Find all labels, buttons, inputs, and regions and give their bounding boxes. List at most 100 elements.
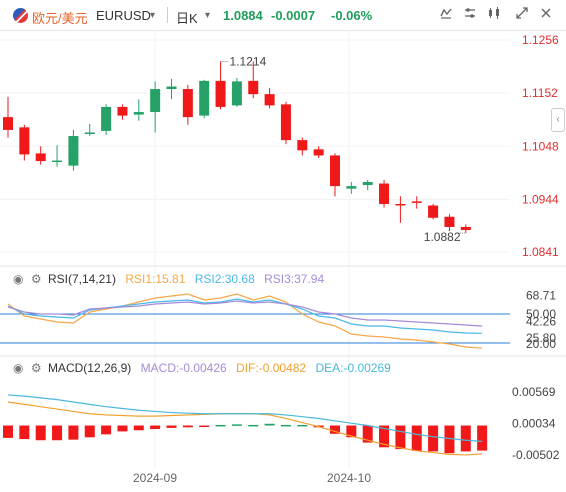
macd-histogram-bar <box>68 425 79 440</box>
macd-value: MACD:-0.00426 <box>140 361 227 375</box>
period-selector[interactable]: 日K <box>176 11 198 26</box>
up-candle <box>52 160 63 163</box>
macd-histogram-bar <box>133 425 144 431</box>
down-candle <box>395 203 406 206</box>
dea-line <box>7 394 483 442</box>
macd-histogram-bar <box>411 425 422 451</box>
down-candle <box>411 201 422 203</box>
macd-histogram-bar <box>3 425 13 438</box>
macd-histogram-bar <box>35 425 46 441</box>
up-candle <box>101 106 112 131</box>
macd-histogram-bar <box>362 425 373 443</box>
x-axis-tick-label: 2024-10 <box>327 471 371 485</box>
up-candle <box>68 136 79 166</box>
pair-name-cn[interactable]: 欧元/美元 <box>32 11 88 26</box>
macd-histogram-bar <box>477 425 488 451</box>
up-candle <box>362 182 373 186</box>
settings-gear-icon[interactable]: ⚙ <box>30 272 42 286</box>
macd-histogram-bar <box>231 424 242 426</box>
macd-histogram-bar <box>346 425 357 438</box>
price-tick-label: 1.1048 <box>522 139 559 153</box>
dea-value: DEA:-0.00269 <box>315 361 391 375</box>
up-candle <box>150 89 161 113</box>
x-axis-tick-label: 2024-09 <box>133 471 177 485</box>
macd-legend: ◉ ⚙ MACD(12,26,9) MACD:-0.00426 DIF:-0.0… <box>13 361 391 375</box>
macd-histogram-bar <box>264 423 275 426</box>
rsi-tick-label: 50.00 <box>526 307 556 321</box>
period-chevron-down-icon[interactable]: ▾ <box>205 10 211 21</box>
down-candle <box>264 94 275 106</box>
down-candle <box>215 80 226 107</box>
collapse-panel-icon[interactable]: ‹ <box>551 108 565 132</box>
price-change-pct: -0.06% <box>331 8 373 23</box>
low-price-label: 1.0882 <box>424 230 461 244</box>
macd-histogram-bar <box>460 425 471 452</box>
up-candle <box>231 81 242 106</box>
macd-histogram-bar <box>248 424 259 427</box>
high-price-label: 1.1214 <box>230 54 267 68</box>
macd-histogram-bar <box>428 425 439 452</box>
down-candle <box>330 155 340 187</box>
macd-histogram-bar <box>199 425 210 428</box>
indicator-settings-icon[interactable] <box>460 6 480 24</box>
macd-histogram-bar <box>117 425 128 432</box>
down-candle <box>428 205 439 218</box>
macd-histogram-bar <box>84 425 95 438</box>
rsi-legend: ◉ ⚙ RSI(7,14,21) RSI1:15.81 RSI2:30.68 R… <box>13 272 324 286</box>
macd-histogram-bar <box>330 425 340 434</box>
macd-histogram-bar <box>52 425 63 441</box>
draw-line-icon[interactable] <box>436 6 456 24</box>
price-tick-label: 1.1152 <box>522 86 558 100</box>
rsi-line-rsi2 <box>7 298 483 334</box>
macd-histogram-bar <box>19 425 30 440</box>
down-candle <box>35 153 46 162</box>
rsi1-value: RSI1:15.81 <box>125 272 186 286</box>
settings-gear-icon[interactable]: ⚙ <box>30 361 42 375</box>
macd-histogram-bar <box>444 425 455 454</box>
up-candle <box>346 186 357 189</box>
price-tick-label: 1.1256 <box>522 33 559 47</box>
last-price: 1.0884 <box>223 8 263 23</box>
rsi2-value: RSI2:30.68 <box>194 272 255 286</box>
hide-eye-icon[interactable]: ◉ <box>13 272 24 286</box>
chart-type-icon[interactable] <box>484 6 504 24</box>
macd-histogram-bar <box>280 424 291 427</box>
rsi-tick-label: 68.71 <box>526 288 556 302</box>
down-candle <box>460 226 471 231</box>
macd-tick-label: -0.00502 <box>512 448 560 462</box>
macd-histogram-bar <box>297 424 308 427</box>
up-candle <box>199 80 210 116</box>
macd-histogram-bar <box>395 425 406 450</box>
chart-canvas[interactable]: 1.1256 1.1152 1.1048 1.0944 1.0841 1.1214 1.08… <box>0 30 566 492</box>
hide-eye-icon[interactable]: ◉ <box>13 361 24 375</box>
rsi-name: RSI(7,14,21) <box>47 272 116 286</box>
price-change: -0.0007 <box>271 8 316 23</box>
down-candle <box>248 80 259 95</box>
down-candle <box>117 106 128 116</box>
macd-histogram-bar <box>182 425 193 428</box>
pair-symbol[interactable]: EURUSD <box>96 8 151 23</box>
eu-us-flag-icon <box>13 8 28 23</box>
macd-histogram-bar <box>166 425 177 428</box>
macd-histogram-bar <box>101 425 112 435</box>
down-candle <box>280 104 291 141</box>
rsi-tick-label: 25.80 <box>526 331 556 345</box>
dif-line <box>7 401 483 456</box>
up-candle <box>166 86 177 90</box>
macd-tick-label: 0.00034 <box>512 417 556 431</box>
down-candle <box>313 149 324 156</box>
down-candle <box>379 183 390 204</box>
chevron-down-icon[interactable]: ▾ <box>150 10 156 21</box>
up-candle <box>84 132 95 134</box>
price-tick-label: 1.0841 <box>522 245 559 259</box>
down-candle <box>182 89 193 118</box>
up-candle <box>133 112 144 115</box>
chart-toolbar: 欧元/美元 EURUSD ▾ 日K ▾ 1.0884 -0.0007 -0.06… <box>0 0 566 31</box>
close-icon[interactable] <box>536 6 556 24</box>
expand-icon[interactable] <box>512 6 532 24</box>
macd-histogram-bar <box>150 425 161 430</box>
price-tick-label: 1.0944 <box>522 192 559 206</box>
macd-histogram-bar <box>379 425 390 448</box>
down-candle <box>297 140 308 151</box>
